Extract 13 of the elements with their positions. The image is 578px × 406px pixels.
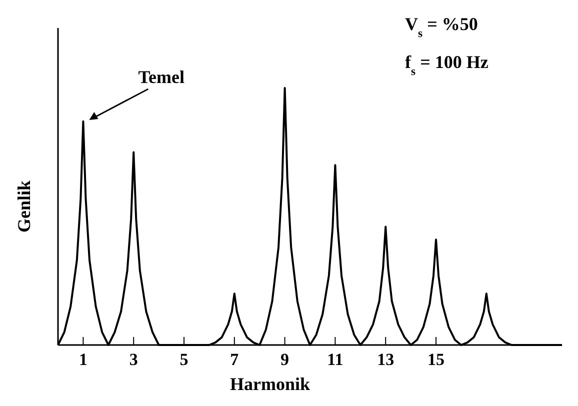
text: V$_{s}$ = %50 xyxy=(405,14,478,40)
y-axis-title: Genlik xyxy=(14,180,34,233)
text: Temel xyxy=(138,67,185,87)
x-tick-label: 13 xyxy=(377,350,394,369)
x-tick-label: 1 xyxy=(78,350,88,369)
x-axis-title: Harmonik xyxy=(230,374,310,394)
x-tick-label: 15 xyxy=(428,350,444,369)
x-tick-label: 5 xyxy=(180,350,188,369)
text: f$_{s}$ = 100 Hz xyxy=(405,52,488,78)
x-tick-label: 3 xyxy=(129,350,138,369)
x-tick-label: 11 xyxy=(327,350,344,369)
x-tick-label: 9 xyxy=(280,350,290,369)
x-tick-label: 7 xyxy=(230,350,240,369)
